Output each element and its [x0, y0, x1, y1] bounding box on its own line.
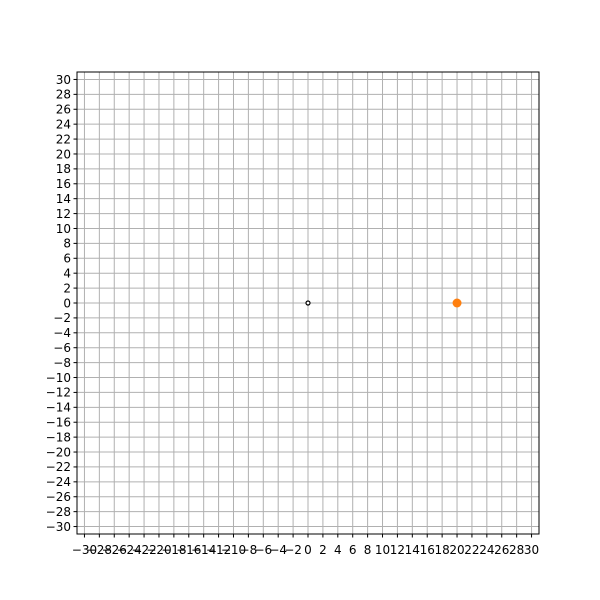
origin-point — [306, 301, 310, 305]
y-tick-label: −28 — [46, 505, 71, 519]
y-tick-label: 2 — [63, 281, 71, 295]
y-tick-label: −30 — [46, 520, 71, 534]
y-tick-label: −8 — [53, 356, 71, 370]
x-tick-label: 24 — [479, 543, 494, 557]
y-tick-label: −4 — [53, 326, 71, 340]
x-tick-label: 20 — [449, 543, 464, 557]
y-tick-label: 8 — [63, 237, 71, 251]
x-tick-label: 4 — [334, 543, 342, 557]
x-tick-label: 16 — [420, 543, 435, 557]
x-tick-label: 6 — [349, 543, 357, 557]
y-tick-label: −26 — [46, 490, 71, 504]
scatter-point — [453, 299, 462, 308]
y-tick-label: −14 — [46, 401, 71, 415]
y-tick-label: 30 — [56, 73, 71, 87]
y-tick-label: −6 — [53, 341, 71, 355]
y-tick-label: 12 — [56, 207, 71, 221]
x-tick-label: 12 — [390, 543, 405, 557]
y-tick-label: 20 — [56, 147, 71, 161]
y-tick-label: 22 — [56, 132, 71, 146]
x-tick-label: 8 — [364, 543, 372, 557]
y-tick-label: −22 — [46, 460, 71, 474]
x-tick-label: 14 — [405, 543, 420, 557]
x-tick-label: 30 — [524, 543, 539, 557]
x-tick-label: −2 — [284, 543, 302, 557]
y-tick-label: −18 — [46, 430, 71, 444]
y-tick-label: −12 — [46, 386, 71, 400]
y-tick-label: 4 — [63, 266, 71, 280]
x-tick-label: 2 — [319, 543, 327, 557]
x-tick-label: 0 — [304, 543, 312, 557]
y-tick-label: 16 — [56, 177, 71, 191]
x-tick-label: 10 — [375, 543, 390, 557]
y-tick-label: 0 — [63, 296, 71, 310]
y-tick-label: −20 — [46, 445, 71, 459]
y-tick-label: −24 — [46, 475, 71, 489]
x-tick-label: 28 — [509, 543, 524, 557]
x-tick-label: 26 — [494, 543, 509, 557]
y-tick-label: 24 — [56, 117, 71, 131]
y-tick-label: 14 — [56, 192, 71, 206]
x-tick-label: 22 — [464, 543, 479, 557]
y-tick-label: −10 — [46, 371, 71, 385]
x-tick-label: 18 — [434, 543, 449, 557]
y-tick-label: 6 — [63, 252, 71, 266]
y-tick-label: 26 — [56, 103, 71, 117]
y-tick-label: −16 — [46, 416, 71, 430]
y-tick-label: 10 — [56, 222, 71, 236]
y-tick-label: −2 — [53, 311, 71, 325]
y-tick-label: 28 — [56, 88, 71, 102]
y-tick-label: 18 — [56, 162, 71, 176]
